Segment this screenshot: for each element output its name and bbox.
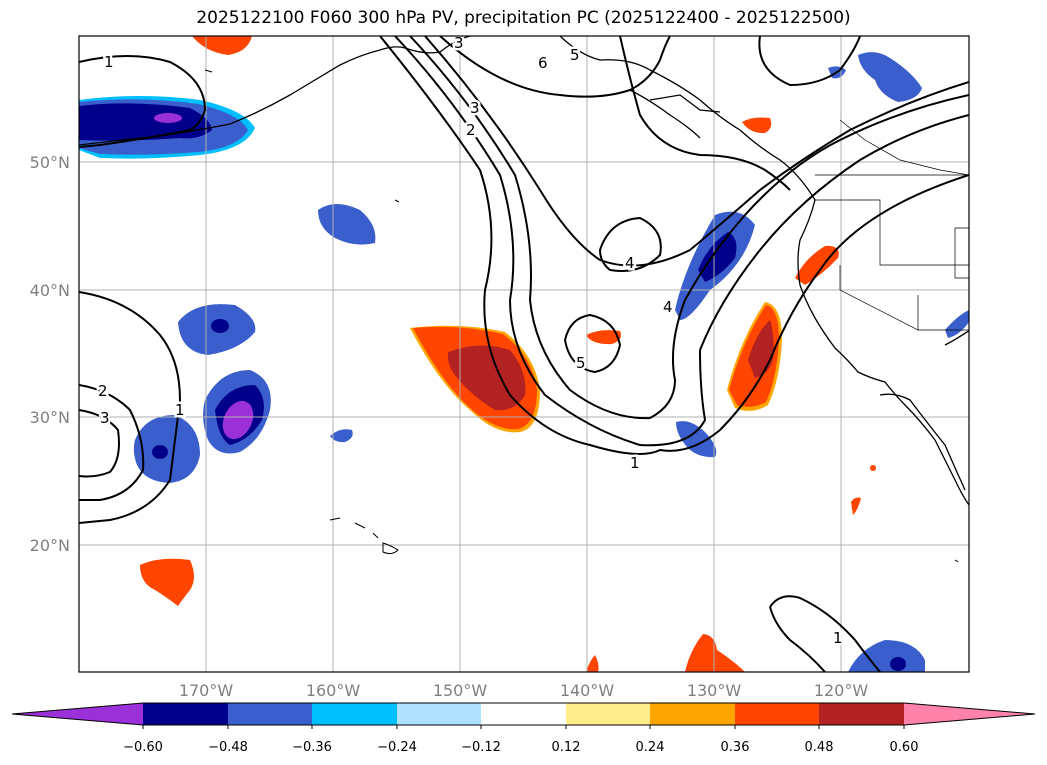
lat-label: 40°N (30, 281, 70, 300)
colorbar-tick-label: −0.24 (377, 740, 417, 755)
precip-pos-region (140, 558, 194, 606)
colorbar-segment (566, 703, 650, 725)
pv-contour-line (769, 606, 826, 672)
pv-contour-line (598, 216, 662, 272)
precip-neg-region (676, 421, 717, 458)
lat-labels: 50°N 40°N 30°N 20°N (30, 153, 70, 555)
precip-neg-region (698, 232, 737, 282)
pv-contours (79, 36, 969, 672)
colorbar-segment (650, 703, 735, 725)
islands (204, 69, 959, 563)
contour-label: 5 (570, 46, 580, 64)
colorbar-tick-label: −0.48 (208, 740, 248, 755)
colorbar-extend-low (12, 703, 143, 725)
pv-contour-line (769, 595, 881, 672)
precip-neg-region (330, 429, 353, 443)
pv-contour-line (758, 36, 861, 87)
pv-contour-line (619, 36, 791, 191)
precip-pos-region (586, 330, 621, 345)
pv-contour-line (394, 36, 969, 447)
precip-pos-region (795, 245, 839, 285)
colorbar-tick-label: 0.24 (636, 740, 665, 755)
precip-shading (79, 36, 969, 672)
precip-pos-region (851, 497, 861, 515)
contour-label: 2 (466, 121, 476, 139)
map-frame (78, 35, 970, 673)
colorbar: −0.60 −0.48 −0.36 −0.24 −0.12 0.12 0.24 … (11, 702, 1036, 755)
lon-label: 160°W (306, 681, 361, 700)
colorbar-segment (228, 703, 312, 725)
pv-contour-line (79, 55, 207, 148)
colorbar-tick-label: −0.12 (461, 740, 501, 755)
colorbar-tick-label: 0.48 (805, 740, 834, 755)
graticule (79, 36, 969, 672)
contour-label: 3 (454, 34, 464, 52)
precip-pos-region (192, 36, 252, 55)
contour-label: 4 (625, 254, 635, 272)
contour-label: 5 (576, 354, 586, 372)
pv-contour-line (563, 313, 622, 374)
lon-label: 140°W (560, 681, 615, 700)
pv-contour-line (79, 409, 120, 478)
precip-neg-region (222, 400, 254, 440)
contour-label: 3 (100, 409, 110, 427)
lon-label: 150°W (433, 681, 488, 700)
precip-pos-region (685, 634, 745, 672)
lon-label: 170°W (179, 681, 234, 700)
colorbar-segment (397, 703, 481, 725)
colorbar-tick-label: 0.12 (552, 740, 581, 755)
contour-label: 1 (175, 401, 185, 419)
colorbar-segment (819, 703, 904, 725)
contour-label: 3 (470, 99, 480, 117)
precip-neg-region (858, 52, 922, 102)
pv-contour-line (424, 36, 969, 267)
colorbar-extend-high (904, 703, 1035, 725)
colorbar-ticks (142, 725, 905, 729)
contour-label: 4 (663, 298, 673, 316)
lat-label: 30°N (30, 408, 70, 427)
precip-neg-region (945, 310, 969, 338)
state-borders (815, 119, 969, 331)
contour-label: 1 (104, 53, 114, 71)
pv-contour-line (79, 291, 182, 524)
lon-labels: 170°W 160°W 150°W 140°W 130°W 120°W (179, 681, 869, 700)
precip-pos-region (586, 655, 599, 672)
colorbar-tick-label: −0.60 (123, 740, 163, 755)
lat-label: 20°N (30, 536, 70, 555)
colorbar-tick-label: 0.60 (890, 740, 919, 755)
lat-label: 50°N (30, 153, 70, 172)
colorbar-segment (312, 703, 397, 725)
contour-label: 1 (833, 629, 843, 647)
colorbar-tick-label: −0.36 (292, 740, 332, 755)
precip-neg-region (211, 319, 229, 333)
colorbar-tick-label: 0.36 (721, 740, 750, 755)
precip-neg-region (318, 204, 376, 245)
pv-contour-line (79, 384, 145, 501)
colorbar-segment (481, 703, 566, 725)
colorbar-segment (735, 703, 819, 725)
contour-label: 2 (98, 382, 108, 400)
pv-contour-line (409, 36, 969, 420)
contour-label: 1 (630, 454, 640, 472)
contour-labels: 1 3 6 5 2 3 4 4 5 1 2 3 1 1 (96, 32, 846, 650)
precip-neg-region (152, 445, 168, 459)
lon-label: 120°W (814, 681, 869, 700)
precip-pos-region (742, 117, 772, 134)
map-title: 2025122100 F060 300 hPa PV, precipitatio… (196, 8, 851, 28)
precip-neg-region (890, 657, 906, 671)
pv-contour-line (379, 36, 969, 455)
colorbar-segment (143, 703, 228, 725)
precip-neg-region (154, 113, 182, 123)
contour-label: 6 (538, 54, 548, 72)
precip-pos-region (447, 345, 526, 411)
pv-contour-line (439, 36, 671, 98)
precip-pos-region (870, 465, 876, 471)
lon-label: 130°W (687, 681, 742, 700)
